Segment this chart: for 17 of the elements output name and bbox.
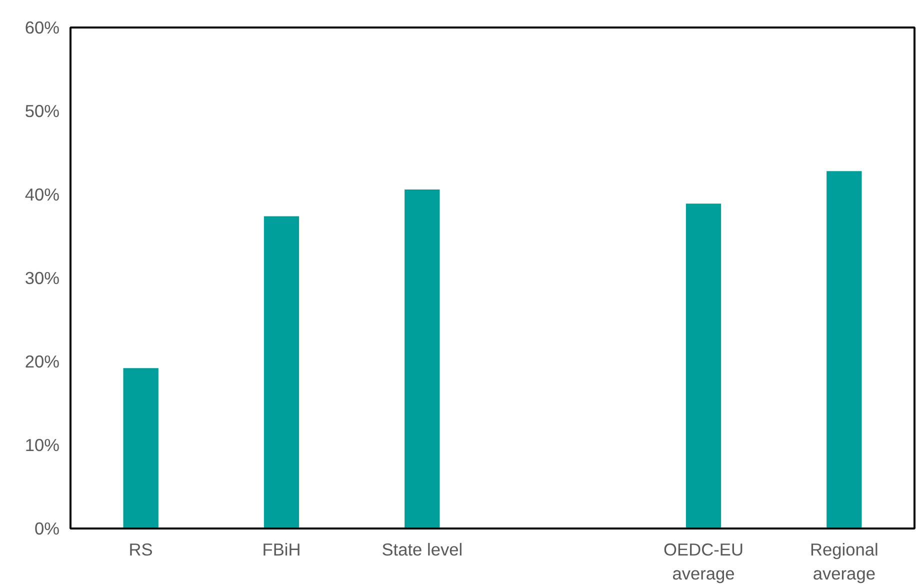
y-tick-label: 0% xyxy=(34,518,60,538)
x-tick-label: OEDC-EU average xyxy=(664,540,744,584)
bar xyxy=(686,204,722,528)
y-tick-label: 60% xyxy=(24,18,60,38)
x-tick-label: FBiH xyxy=(262,540,301,560)
bar xyxy=(123,368,158,528)
y-tick-label: 50% xyxy=(24,101,60,121)
y-tick-label: 30% xyxy=(24,268,60,288)
bar xyxy=(826,171,862,528)
x-tick-label: State level xyxy=(382,540,463,560)
bar xyxy=(264,216,300,528)
y-tick-label: 40% xyxy=(24,184,60,204)
bar xyxy=(404,189,440,528)
y-tick-label: 10% xyxy=(24,435,60,455)
x-tick-label: RS xyxy=(128,540,153,560)
y-tick-label: 20% xyxy=(24,352,60,372)
x-tick-label: Regional average xyxy=(810,540,878,584)
